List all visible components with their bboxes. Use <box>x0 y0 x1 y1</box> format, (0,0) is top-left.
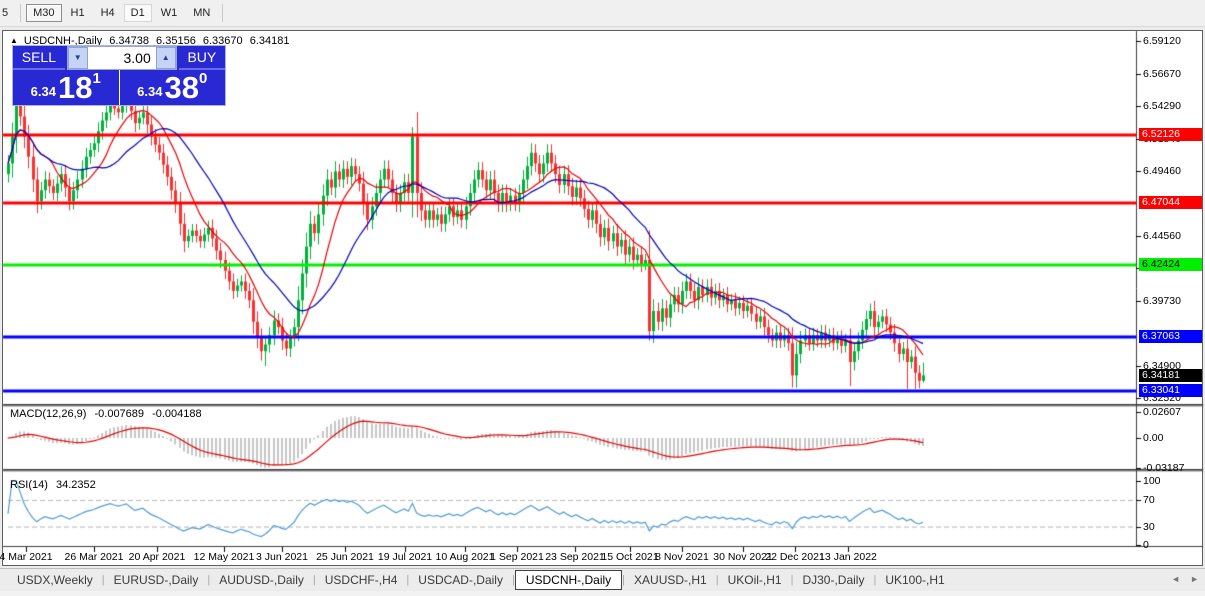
date-tick-label: 22 Dec 2021 <box>765 551 825 563</box>
price-tick-label: 6.39730 <box>1143 295 1181 308</box>
tab-separator: | <box>715 574 719 586</box>
rsi-value: 34.2352 <box>55 479 96 491</box>
date-tick-label: 20 Apr 2021 <box>128 551 186 563</box>
tab-scroll-nav: ◄ ► <box>1171 574 1199 584</box>
chart-ohlc-header: ▲ USDCNH-,Daily 6.34738 6.35156 6.33670 6… <box>10 35 293 47</box>
chart-tab-uk100-h1[interactable]: UK100-,H1 <box>885 573 945 587</box>
price-tick-label: 6.56670 <box>1143 67 1181 80</box>
price-line-label: 6.33041 <box>1139 383 1202 397</box>
chart-tab-audusd-daily[interactable]: AUDUSD-,Daily <box>219 573 304 587</box>
chart-tab-dj30-daily[interactable]: DJ30-,Daily <box>802 573 865 587</box>
macd-tick-label: -0.03187 <box>1143 462 1185 474</box>
tab-scroll-right-icon[interactable]: ► <box>1190 574 1199 584</box>
tab-scroll-left-icon[interactable]: ◄ <box>1171 574 1181 584</box>
tab-separator: | <box>207 574 211 586</box>
chart-symbol-label: USDCNH-,Daily <box>23 35 103 47</box>
date-tick-label: 19 Jul 2021 <box>377 551 433 563</box>
date-tick-label: 26 Mar 2021 <box>64 551 124 563</box>
price-line-label: 6.37063 <box>1139 330 1202 343</box>
one-click-trade-panel: SELL ▼ ▲ BUY 6.34 18 1 6.34 38 0 <box>12 45 226 106</box>
price-tick-label: 6.59120 <box>1143 35 1181 48</box>
date-tick-label: 30 Nov 2021 <box>713 551 773 563</box>
macd-label: MACD(12,26,9) -0.007689 -0.004188 <box>10 408 207 420</box>
chart-tab-bar: USDX,Weekly | EURUSD-,Daily | AUDUSD-,Daily |… <box>0 568 1205 591</box>
buy-price-small: 6.34 <box>137 84 163 99</box>
price-tick-label: 6.44560 <box>1143 230 1181 243</box>
date-tick-label: 12 May 2021 <box>193 551 255 563</box>
tab-separator: | <box>406 574 410 586</box>
chart-tab-usdcad-daily[interactable]: USDCAD-,Daily <box>418 573 503 587</box>
sell-button[interactable]: SELL <box>13 46 65 70</box>
date-tick-label: 8 Nov 2021 <box>655 551 709 563</box>
tab-separator: | <box>622 574 626 586</box>
chart-tab-xauusd-h1[interactable]: XAUUSD-,H1 <box>634 573 707 587</box>
macd-value-main: -0.007689 <box>94 408 145 420</box>
rsi-tick-label: 100 <box>1143 474 1161 487</box>
volume-increase-button[interactable]: ▲ <box>155 47 176 69</box>
sell-price-small: 6.34 <box>30 84 56 99</box>
date-tick-label: 25 Jun 2021 <box>316 551 374 563</box>
tab-separator: | <box>873 574 877 586</box>
collapse-trade-panel-icon[interactable]: ▲ <box>10 36 18 45</box>
sell-price-display[interactable]: 6.34 18 1 <box>13 70 120 105</box>
date-tick-label: 10 Aug 2021 <box>435 551 495 563</box>
volume-decrease-button[interactable]: ▼ <box>67 47 88 69</box>
tab-separator: | <box>511 574 515 586</box>
price-tick-label: 6.54290 <box>1143 99 1181 112</box>
price-line-label: 6.52126 <box>1139 127 1202 141</box>
chart-tab-usdcnh-daily[interactable]: USDCNH-,Daily <box>514 570 623 590</box>
ohlc-high: 6.35156 <box>156 35 196 47</box>
ohlc-low: 6.33670 <box>202 35 243 47</box>
macd-tick-label: 0.00 <box>1143 432 1164 444</box>
macd-value-signal: -0.004188 <box>152 408 202 420</box>
date-tick-label: 23 Sep 2021 <box>545 551 605 563</box>
price-line-label: 6.47044 <box>1139 196 1202 210</box>
sell-price-big: 18 <box>57 70 93 105</box>
chart-tab-eurusd-daily[interactable]: EURUSD-,Daily <box>113 573 199 587</box>
sell-price-pip: 1 <box>92 70 101 87</box>
buy-price-display[interactable]: 6.34 38 0 <box>120 70 226 105</box>
volume-spinner: ▼ ▲ <box>66 46 177 70</box>
tab-separator: | <box>312 574 316 586</box>
date-tick-label: 3 Jun 2021 <box>256 551 308 563</box>
rsi-label: RSI(14) 34.2352 <box>10 479 101 491</box>
chart-tab-usdchf-h4[interactable]: USDCHF-,H4 <box>324 573 398 587</box>
rsi-name: RSI(14) <box>10 479 48 491</box>
buy-price-big: 38 <box>164 70 199 105</box>
ohlc-close: 6.34181 <box>249 35 290 47</box>
date-tick-label: 15 Oct 2021 <box>601 551 659 563</box>
buy-price-pip: 0 <box>198 70 208 87</box>
date-tick-label: 13 Jan 2022 <box>819 551 877 563</box>
date-tick-label: 4 Mar 2021 <box>0 551 53 563</box>
rsi-tick-label: 70 <box>1143 494 1155 507</box>
ohlc-open: 6.34738 <box>109 35 149 47</box>
tab-separator: | <box>790 574 794 586</box>
volume-input[interactable] <box>87 47 156 69</box>
price-line-label: 6.42424 <box>1139 258 1202 272</box>
chart-tab-usdx-weekly[interactable]: USDX,Weekly <box>17 573 93 587</box>
rsi-tick-label: 30 <box>1143 521 1155 534</box>
macd-tick-label: 0.02607 <box>1143 406 1181 418</box>
tab-separator: | <box>101 574 105 586</box>
chart-tab-ukoil-h1[interactable]: UKOil-,H1 <box>727 573 782 587</box>
price-tick-label: 6.49460 <box>1143 164 1181 177</box>
rsi-tick-label: 0 <box>1143 539 1149 551</box>
buy-button[interactable]: BUY <box>178 46 226 70</box>
date-tick-label: 1 Sep 2021 <box>490 551 544 563</box>
price-line-label: 6.34181 <box>1139 368 1202 382</box>
macd-name: MACD(12,26,9) <box>10 408 87 420</box>
